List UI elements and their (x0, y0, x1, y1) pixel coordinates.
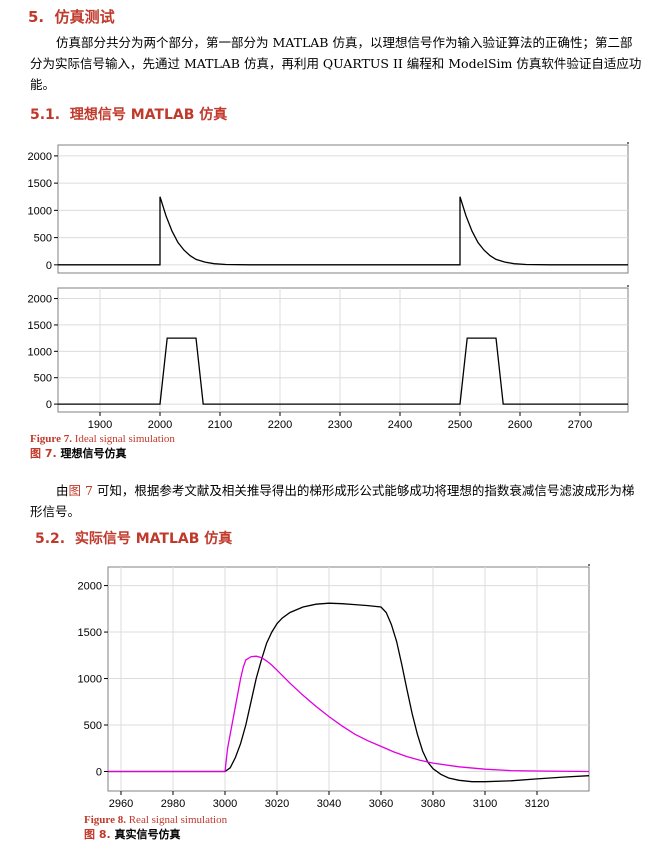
x-tick-label: 3120 (525, 798, 549, 810)
x-tick-label: 2200 (268, 419, 292, 430)
paragraph-intro: 仿真部分共分为两个部分，第一部分为 MATLAB 仿真，以理想信号作为输入验证算… (30, 32, 642, 95)
paragraph-intro-text: 仿真部分共分为两个部分，第一部分为 MATLAB 仿真，以理想信号作为输入验证算… (30, 35, 642, 92)
x-tick-label: 2700 (568, 419, 592, 430)
x-tick-label: 2400 (388, 419, 412, 430)
section-number: 5.2. (35, 531, 66, 547)
y-tick-label: 2000 (28, 294, 52, 306)
subplot-top: 0 500 1000 1500 2000 (28, 142, 629, 274)
subplot-bottom: 0 500 1000 1500 2000 1900 2000 2100 2200 2300 2400… (28, 285, 629, 430)
x-tick-label: 2500 (448, 419, 472, 430)
figure-8-caption-zh: 图 8. 真实信号仿真 (84, 828, 181, 841)
figure-8-label-zh: 图 8. (84, 828, 111, 841)
x-tick-label: 2100 (208, 419, 232, 430)
y-tick-label: 1500 (28, 320, 52, 332)
figure-7-caption-text-zh: 理想信号仿真 (56, 447, 127, 460)
y-tick-label: 500 (34, 373, 52, 385)
plot-area (57, 287, 629, 413)
y-tick-label: 0 (46, 399, 52, 411)
x-tick-label: 3020 (265, 798, 289, 810)
figure-8-chart: 0 500 1000 1500 2000 2960 2980 3000 3020 3040 3060… (78, 564, 590, 810)
section-heading-5: 5. 仿真测试 (28, 6, 115, 27)
x-tick-label: 3060 (369, 798, 393, 810)
y-tick-label: 1500 (78, 627, 102, 639)
paragraph-analysis: 由图 7 可知，根据参考文献及相关推导得出的梯形成形公式能够成功将理想的指数衰减… (30, 480, 642, 522)
subplot-real-signal: 0 500 1000 1500 2000 2960 2980 3000 3020 3040 3060… (78, 564, 590, 810)
figure-7-chart: 0 500 1000 1500 2000 0 500 1000 1500 2000 1900 200… (28, 142, 629, 430)
section-number: 5. (28, 8, 45, 26)
y-tick-label: 500 (34, 233, 52, 245)
y-tick-label: 1000 (28, 346, 52, 358)
figure-7-caption-zh: 图 7. 理想信号仿真 (30, 447, 127, 460)
x-tick-label: 2000 (148, 419, 172, 430)
series-line-1 (108, 602, 590, 783)
section-heading-5-1: 5.1. 理想信号 MATLAB 仿真 (30, 104, 227, 124)
figure-7-label-zh: 图 7. (30, 447, 57, 460)
section-title: 仿真测试 (54, 8, 115, 26)
y-tick-label: 2000 (78, 581, 102, 593)
x-tick-label: 2960 (109, 798, 133, 810)
figure-7-caption-text-en: Ideal signal simulation (71, 433, 175, 445)
y-tick-label: 500 (84, 720, 102, 732)
x-tick-label: 3040 (317, 798, 341, 810)
x-tick-label: 1900 (88, 419, 112, 430)
plot-area (57, 144, 629, 274)
x-tick-label: 3100 (473, 798, 497, 810)
y-tick-label: 1500 (28, 178, 52, 190)
series-line-1 (58, 337, 628, 405)
y-tick-label: 1000 (78, 674, 102, 686)
section-heading-5-2: 5.2. 实际信号 MATLAB 仿真 (35, 528, 232, 548)
series-line-1 (58, 196, 628, 266)
figure-8-caption-text-en: Real signal simulation (125, 814, 228, 826)
figure-8-caption-en: Figure 8. Real signal simulation (84, 814, 227, 827)
x-tick-label: 3080 (421, 798, 445, 810)
figure-7-label-en: Figure 7. (30, 433, 72, 445)
x-tick-label: 2600 (508, 419, 532, 430)
paragraph-analysis-pre: 由 (56, 483, 69, 498)
figure-7-reference-link[interactable]: 图 7 (68, 483, 93, 498)
series-line-2 (108, 655, 590, 773)
y-tick-label: 2000 (28, 151, 52, 163)
section-title: 实际信号 MATLAB 仿真 (74, 531, 233, 547)
corner-marker (627, 142, 629, 144)
x-tick-label: 2300 (328, 419, 352, 430)
y-tick-label: 0 (96, 766, 102, 778)
y-tick-label: 0 (46, 260, 52, 272)
figure-8-caption-text-zh: 真实信号仿真 (110, 828, 181, 841)
corner-marker (627, 285, 629, 287)
figure-8-label-en: Figure 8. (84, 814, 126, 826)
section-number: 5.1. (30, 107, 61, 123)
paragraph-analysis-post: 可知，根据参考文献及相关推导得出的梯形成形公式能够成功将理想的指数衰减信号滤波成… (30, 483, 635, 519)
y-tick-label: 1000 (28, 205, 52, 217)
corner-marker (588, 564, 590, 566)
x-tick-label: 3000 (213, 798, 237, 810)
section-title: 理想信号 MATLAB 仿真 (69, 107, 228, 123)
x-tick-label: 2980 (161, 798, 185, 810)
figure-7-caption-en: Figure 7. Ideal signal simulation (30, 433, 175, 446)
